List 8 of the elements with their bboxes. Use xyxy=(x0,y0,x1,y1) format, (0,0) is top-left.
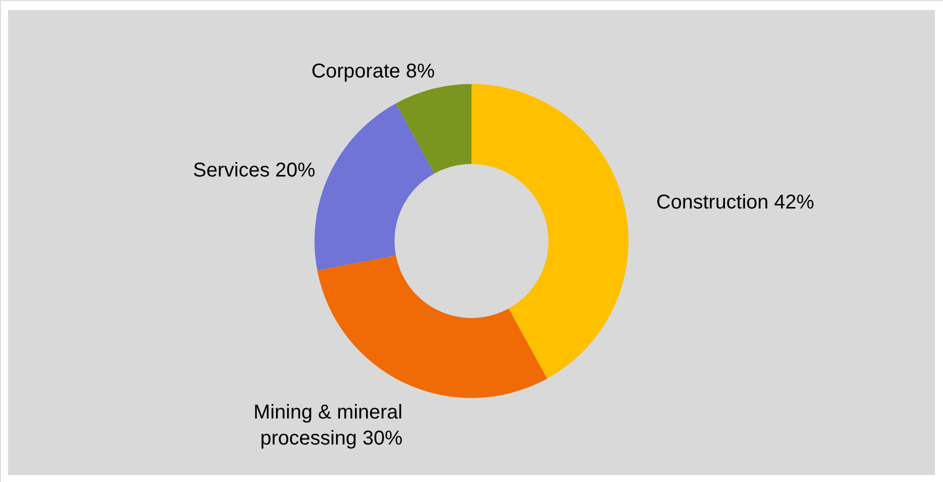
donut-slice xyxy=(396,84,472,174)
donut-slice xyxy=(472,84,628,379)
donut-slice xyxy=(314,103,434,270)
slice-label: Services 20% xyxy=(193,160,316,182)
slice-label: Mining & mineral processing 30% xyxy=(254,402,403,450)
donut-slice xyxy=(317,255,548,398)
slice-label: Corporate 8% xyxy=(311,60,435,83)
slice-label: Construction 42% xyxy=(656,192,814,214)
